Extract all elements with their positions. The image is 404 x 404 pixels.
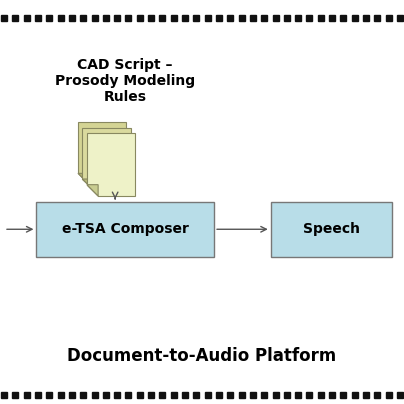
Polygon shape [78,122,126,185]
Polygon shape [78,173,89,185]
Polygon shape [87,133,135,196]
Polygon shape [87,185,98,196]
Polygon shape [82,128,131,190]
FancyBboxPatch shape [36,202,214,257]
FancyBboxPatch shape [271,202,392,257]
Text: Document-to-Audio Platform: Document-to-Audio Platform [67,347,337,364]
Text: e-TSA Composer: e-TSA Composer [62,222,189,236]
Text: CAD Script –
Prosody Modeling
Rules: CAD Script – Prosody Modeling Rules [55,58,195,104]
Text: Speech: Speech [303,222,360,236]
Polygon shape [82,179,94,190]
